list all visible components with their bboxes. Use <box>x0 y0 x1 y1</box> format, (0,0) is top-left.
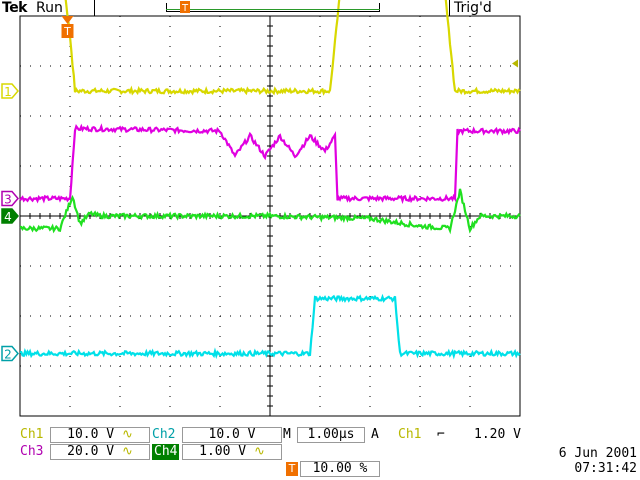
trigger-position-icon: T <box>180 1 190 14</box>
waveform-traces <box>19 0 521 360</box>
ch4-coupling-icon: ∿ <box>253 444 265 459</box>
ch3-label[interactable]: Ch3 <box>20 444 44 459</box>
ch3-coupling-icon: ∿ <box>121 444 133 459</box>
ch2-scale-box[interactable]: 10.0 V <box>182 427 282 443</box>
ch2-scale: 10.0 V <box>208 427 256 442</box>
trigger-status: Trig'd <box>454 0 492 16</box>
trigger-time-marker[interactable]: T <box>61 16 74 38</box>
marker-shape <box>1 190 19 207</box>
ch3-scale: 20.0 V <box>67 444 115 459</box>
acquisition-status: Run <box>36 0 63 16</box>
ch2-ground-marker[interactable]: 2 <box>1 345 19 362</box>
trigger-position-box[interactable]: 10.00 % <box>300 461 380 477</box>
ch3-scale-box[interactable]: 20.0 V ∿ <box>50 444 150 460</box>
date: 6 Jun 2001 <box>558 446 637 461</box>
trace-ch4 <box>19 188 521 235</box>
marker-shape <box>1 83 19 99</box>
trigger-position-marker-icon: T <box>286 462 298 476</box>
brand-logo: Tek <box>2 0 28 16</box>
record-position-bar <box>166 3 380 12</box>
ch1-scale: 10.0 V <box>67 427 115 442</box>
record-window-indicator <box>166 9 380 10</box>
marker-label: 2 <box>4 348 12 362</box>
marker-label: 1 <box>4 85 12 99</box>
trigger-marker-label: T <box>63 25 71 38</box>
header-divider-right <box>449 0 450 16</box>
ch4-label[interactable]: Ch4 <box>152 444 180 460</box>
ch1-scale-box[interactable]: 10.0 V ∿ <box>50 427 150 443</box>
trace-ch3 <box>19 123 521 205</box>
trigger-source[interactable]: Ch1 <box>398 427 422 442</box>
marker-shape <box>1 208 19 224</box>
timebase-box[interactable]: 1.00µs <box>297 427 365 443</box>
trigger-position-value: 10.00 % <box>312 461 368 476</box>
ch2-label[interactable]: Ch2 <box>152 427 176 442</box>
ch1-coupling-icon: ∿ <box>121 427 133 442</box>
marker-shape <box>1 345 19 362</box>
ch4-scale: 1.00 V <box>199 444 247 459</box>
svg-text:T: T <box>181 3 189 14</box>
channel-markers: 1 3 4 2 T <box>1 16 518 362</box>
marker-label: 4 <box>4 210 12 224</box>
ch4-ground-marker[interactable]: 4 <box>1 208 19 224</box>
trigger-marker-box <box>61 24 74 38</box>
timebase-prefix: M <box>283 427 291 442</box>
trigger-level-arrow-icon[interactable] <box>512 59 518 68</box>
trigger-slope-icon: ⌐ <box>437 427 445 442</box>
trace-ch1 <box>64 0 521 96</box>
trigger-mode: A <box>371 427 379 442</box>
ch1-ground-marker[interactable]: 1 <box>1 83 19 99</box>
trace-ch2 <box>19 293 521 360</box>
marker-label: 3 <box>4 193 12 207</box>
ch4-scale-box[interactable]: 1.00 V ∿ <box>182 444 282 460</box>
header-divider-left <box>94 0 95 16</box>
trigger-marker-arrow <box>61 16 74 24</box>
ch3-ground-marker[interactable]: 3 <box>1 190 19 207</box>
ch1-label[interactable]: Ch1 <box>20 427 44 442</box>
time: 07:31:42 <box>574 461 637 476</box>
trigger-level[interactable]: 1.20 V <box>474 427 521 442</box>
timebase-value: 1.00µs <box>307 427 355 442</box>
